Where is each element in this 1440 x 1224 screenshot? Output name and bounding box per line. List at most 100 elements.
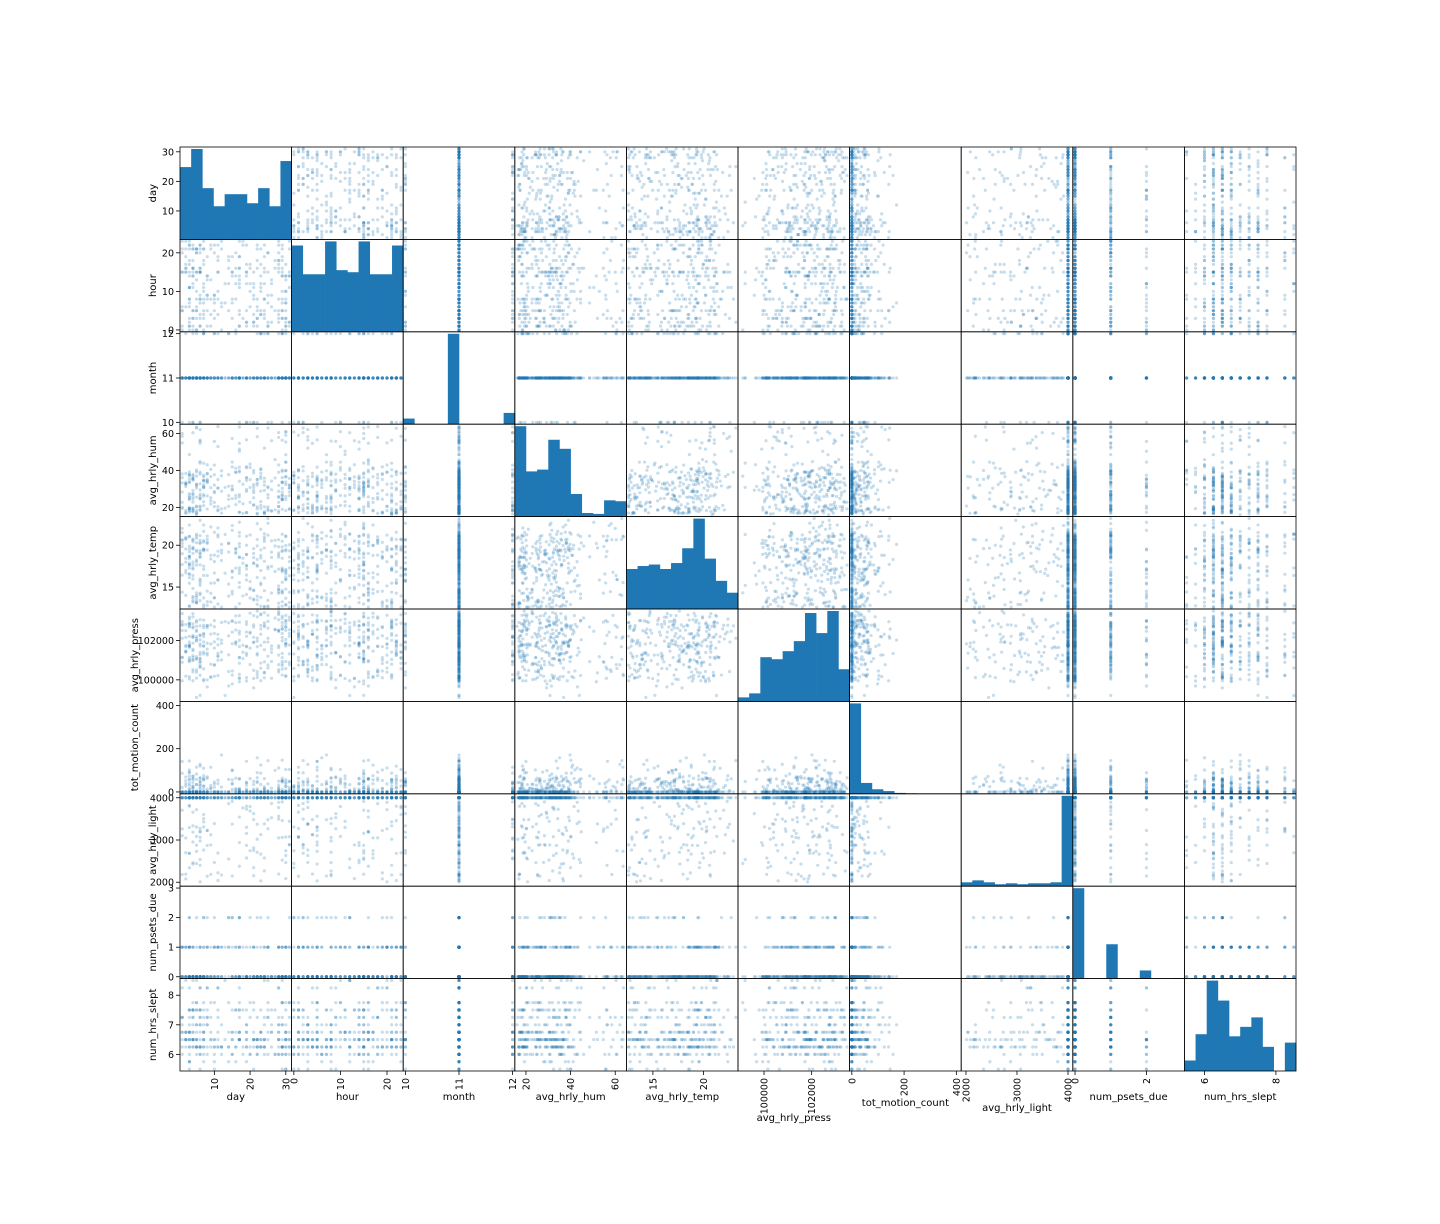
scatter-point bbox=[840, 297, 843, 300]
scatter-point bbox=[678, 227, 681, 230]
scatter-point bbox=[1073, 162, 1076, 165]
scatter-point bbox=[814, 267, 817, 270]
hist-bar bbox=[381, 274, 392, 332]
scatter-point bbox=[850, 147, 853, 150]
scatter-point bbox=[668, 267, 671, 270]
scatter-point bbox=[1230, 162, 1233, 165]
scatter-point bbox=[969, 278, 972, 281]
scatter-point bbox=[547, 153, 550, 156]
scatter-point bbox=[850, 224, 853, 227]
scatter-point bbox=[794, 297, 797, 300]
scatter-point bbox=[325, 218, 328, 221]
scatter-point bbox=[579, 150, 582, 153]
scatter-point bbox=[715, 153, 718, 156]
scatter-point bbox=[785, 162, 788, 165]
scatter-point bbox=[1212, 236, 1215, 239]
scatter-point bbox=[457, 244, 460, 247]
scatter-point bbox=[220, 240, 223, 243]
scatter-point bbox=[787, 203, 790, 206]
scatter-point bbox=[311, 171, 314, 174]
scatter-point bbox=[628, 171, 631, 174]
scatter-point bbox=[540, 240, 543, 243]
scatter-point bbox=[325, 203, 328, 206]
scatter-point bbox=[541, 271, 544, 274]
scatter-point bbox=[457, 183, 460, 186]
scatter-point bbox=[800, 305, 803, 308]
scatter-point bbox=[1109, 218, 1112, 221]
scatter-point bbox=[404, 227, 407, 230]
hist-bar bbox=[280, 161, 291, 239]
scatter-point bbox=[880, 309, 883, 312]
scatter-point bbox=[1221, 200, 1224, 203]
scatter-point bbox=[1073, 203, 1076, 206]
scatter-point bbox=[545, 168, 548, 171]
scatter-point bbox=[611, 324, 614, 327]
scatter-point bbox=[840, 189, 843, 192]
scatter-point bbox=[666, 328, 669, 331]
scatter-point bbox=[1212, 233, 1215, 236]
scatter-point bbox=[560, 153, 563, 156]
scatter-point bbox=[822, 297, 825, 300]
scatter-point bbox=[784, 147, 787, 150]
scatter-point bbox=[334, 209, 337, 212]
scatter-point bbox=[292, 227, 295, 230]
scatter-point bbox=[883, 171, 886, 174]
scatter-point bbox=[772, 168, 775, 171]
scatter-point bbox=[520, 227, 523, 230]
scatter-point bbox=[1073, 198, 1076, 201]
scatter-point bbox=[538, 156, 541, 159]
scatter-point bbox=[680, 244, 683, 247]
scatter-point bbox=[390, 224, 393, 227]
scatter-point bbox=[682, 227, 685, 230]
scatter-point bbox=[647, 324, 650, 327]
scatter-point bbox=[1194, 198, 1197, 201]
scatter-point bbox=[552, 259, 555, 262]
scatter-point bbox=[712, 168, 715, 171]
scatter-point bbox=[788, 186, 791, 189]
scatter-point bbox=[685, 278, 688, 281]
scatter-point bbox=[811, 267, 814, 270]
scatter-point bbox=[818, 212, 821, 215]
scatter-point bbox=[371, 230, 374, 233]
scatter-point bbox=[650, 267, 653, 270]
scatter-point bbox=[769, 189, 772, 192]
scatter-point bbox=[227, 255, 230, 258]
scatter-point bbox=[1002, 224, 1005, 227]
scatter-point bbox=[1073, 150, 1076, 153]
scatter-point bbox=[714, 180, 717, 183]
scatter-point bbox=[708, 247, 711, 250]
scatter-point bbox=[808, 177, 811, 180]
scatter-point bbox=[700, 244, 703, 247]
scatter-point bbox=[245, 309, 248, 312]
scatter-point bbox=[525, 251, 528, 254]
scatter-point bbox=[818, 247, 821, 250]
scatter-point bbox=[525, 174, 528, 177]
scatter-point bbox=[385, 156, 388, 159]
scatter-point bbox=[857, 240, 860, 243]
scatter-point bbox=[666, 183, 669, 186]
scatter-point bbox=[1073, 236, 1076, 239]
scatter-point bbox=[1239, 236, 1242, 239]
scatter-point bbox=[1248, 227, 1251, 230]
scatter-point bbox=[1037, 247, 1040, 250]
scatter-point bbox=[700, 153, 703, 156]
scatter-point bbox=[709, 244, 712, 247]
scatter-point bbox=[674, 240, 677, 243]
scatter-point bbox=[281, 297, 284, 300]
scatter-point bbox=[525, 221, 528, 224]
scatter-point bbox=[561, 317, 564, 320]
scatter-point bbox=[606, 309, 609, 312]
scatter-point bbox=[829, 212, 832, 215]
scatter-point bbox=[697, 244, 700, 247]
scatter-point bbox=[329, 224, 332, 227]
scatter-point bbox=[850, 259, 853, 262]
scatter-point bbox=[334, 162, 337, 165]
scatter-point bbox=[521, 313, 524, 316]
scatter-point bbox=[838, 263, 841, 266]
scatter-point bbox=[668, 209, 671, 212]
scatter-point bbox=[635, 165, 638, 168]
scatter-point bbox=[525, 224, 528, 227]
scatter-point bbox=[385, 209, 388, 212]
scatter-point bbox=[765, 189, 768, 192]
scatter-point bbox=[1061, 317, 1064, 320]
